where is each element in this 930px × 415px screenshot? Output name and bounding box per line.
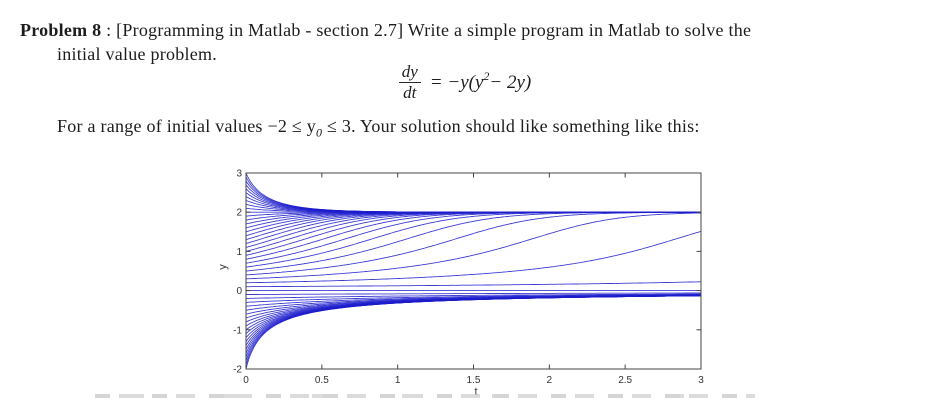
figure: 0 0.5 1 1.5 2 2.5 3 -2 -1 0 1 2 3 y t bbox=[216, 165, 721, 405]
equation-rhs: = −y(y 2 − 2y) bbox=[429, 69, 532, 94]
x-tick-label: 1.5 bbox=[467, 375, 481, 386]
y-tick-label: 0 bbox=[236, 286, 242, 297]
solution-curve bbox=[245, 230, 702, 284]
plot-frame bbox=[245, 172, 702, 370]
x-tick-label: 0 bbox=[243, 375, 249, 386]
solution-curve bbox=[245, 180, 701, 213]
solution-curve bbox=[245, 176, 701, 213]
solution-curve bbox=[245, 184, 701, 213]
x-tick-label: 2.5 bbox=[618, 375, 632, 386]
y-tick-label: -1 bbox=[233, 325, 242, 336]
derivative-fraction: dy dt bbox=[398, 62, 421, 103]
solution-curve bbox=[245, 211, 701, 252]
equation-rhs-tail: − 2y) bbox=[489, 71, 532, 93]
solution-curve bbox=[245, 295, 701, 342]
solution-curve bbox=[245, 294, 701, 303]
line3-suffix: ≤ 3. Your solution should like something… bbox=[322, 116, 700, 136]
x-tick-label: 3 bbox=[698, 375, 704, 386]
problem-text-line3: For a range of initial values −2 ≤ y0 ≤ … bbox=[57, 116, 700, 141]
fraction-numerator: dy bbox=[398, 62, 421, 83]
problem-text-line1: [Programming in Matlab - section 2.7] Wr… bbox=[116, 20, 752, 40]
cropped-text-line bbox=[95, 394, 755, 398]
solution-curve bbox=[245, 211, 701, 276]
line3-prefix: For a range of initial values −2 ≤ y bbox=[57, 116, 316, 136]
solution-curve bbox=[245, 295, 701, 350]
x-tick-label: 0.5 bbox=[315, 375, 329, 386]
equation-rhs-head: = −y(y bbox=[429, 71, 484, 93]
equation-exponent: 2 bbox=[483, 69, 490, 83]
solution-curve bbox=[245, 211, 701, 268]
problem-number: Problem 8 bbox=[20, 20, 102, 40]
fraction-denominator: dt bbox=[403, 83, 417, 102]
y-axis-label: y bbox=[217, 264, 229, 270]
y-tick-label: 2 bbox=[236, 208, 242, 219]
x-tick-label: 2 bbox=[547, 375, 553, 386]
problem-text-line2: initial value problem. bbox=[57, 44, 217, 64]
solution-curve bbox=[245, 172, 701, 213]
solution-curve bbox=[246, 292, 701, 295]
problem-separator: : bbox=[101, 20, 117, 40]
ode-equation: dy dt = −y(y 2 − 2y) bbox=[0, 62, 930, 103]
x-axis-label: t bbox=[474, 386, 478, 398]
solution-curve bbox=[245, 295, 701, 331]
y0-subscript: 0 bbox=[315, 125, 323, 140]
solution-curve bbox=[246, 212, 701, 280]
x-tick-label: 1 bbox=[395, 375, 401, 386]
solution-plot: 0 0.5 1 1.5 2 2.5 3 -2 -1 0 1 2 3 bbox=[233, 169, 704, 387]
problem-heading-line: Problem 8 : [Programming in Matlab - sec… bbox=[20, 20, 751, 41]
solution-curve bbox=[246, 281, 701, 288]
y-tick-label: 3 bbox=[236, 169, 242, 180]
y-tick-label: -2 bbox=[233, 365, 242, 376]
solution-curve bbox=[246, 293, 701, 299]
y-tick-label: 1 bbox=[236, 247, 242, 258]
